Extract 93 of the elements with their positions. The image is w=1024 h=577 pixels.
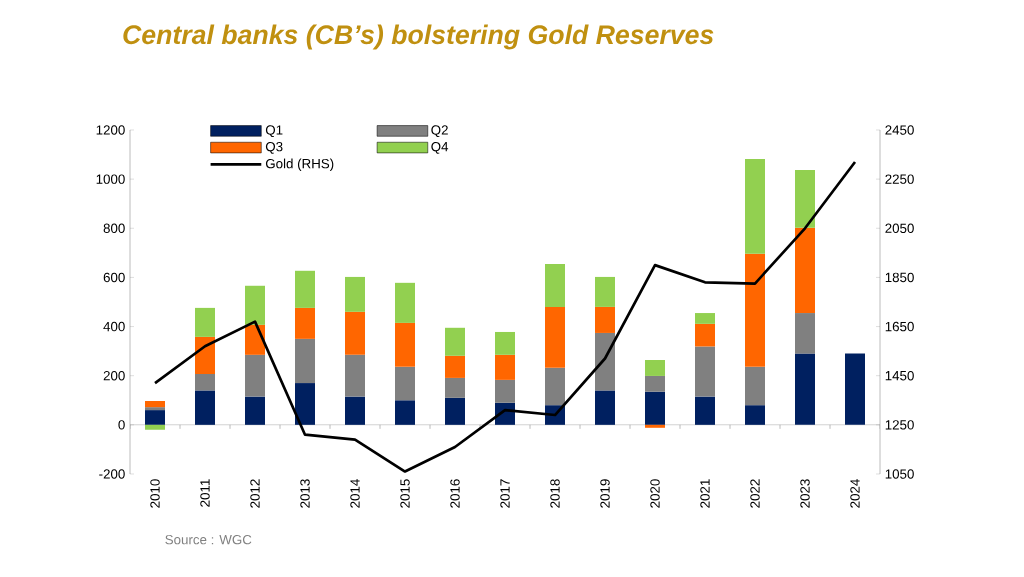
bar: [495, 354, 516, 380]
bar: [345, 396, 366, 425]
bar: [245, 396, 266, 425]
x-tick-label: 2010: [150, 479, 160, 508]
y-tick-label: 200: [103, 370, 125, 381]
legend-label: Q2: [431, 125, 448, 138]
y-tick-label: 1000: [96, 174, 125, 184]
legend-label: Q3: [265, 141, 283, 154]
bar: [695, 323, 716, 347]
bar: [395, 400, 416, 425]
bar: [545, 367, 566, 406]
x-tick-label: 2012: [250, 479, 260, 508]
x-tick-label: 2022: [750, 479, 760, 508]
y-tick-label: 400: [103, 321, 125, 332]
bar: [645, 391, 665, 425]
bar: [295, 270, 316, 308]
bar: [695, 313, 716, 324]
legend-label: Gold (RHS): [265, 158, 334, 171]
y-tick-label: -200: [99, 469, 125, 479]
bar: [245, 354, 266, 397]
x-tick-label: 2017: [500, 479, 510, 508]
bar: [795, 170, 815, 228]
y2-tick-label: 1250: [885, 420, 914, 430]
y2-tick-label: 1650: [885, 321, 914, 332]
y2-tick-label: 2450: [885, 125, 914, 135]
bar: [345, 276, 366, 312]
bar: [295, 338, 316, 384]
bar: [295, 307, 316, 339]
source-note: Source : WGC: [165, 534, 252, 545]
bar: [445, 327, 465, 356]
bar: [195, 390, 216, 425]
bar: [595, 390, 615, 425]
bar: [795, 227, 815, 314]
bar: [445, 377, 465, 398]
bar: [495, 379, 516, 403]
bar: [545, 306, 566, 368]
bar: [195, 373, 216, 391]
bar: [645, 375, 665, 392]
bar: [195, 307, 216, 337]
y-tick-label: 600: [103, 272, 125, 283]
x-tick-label: 2015: [400, 479, 410, 508]
x-tick-label: 2014: [350, 479, 360, 508]
bar: [795, 353, 815, 425]
y-tick-label: 0: [118, 420, 125, 430]
bar: [445, 355, 465, 378]
bar: [345, 311, 366, 355]
bar: [395, 366, 416, 401]
line-series: [153, 160, 857, 473]
bar: [745, 158, 765, 254]
x-tick-label: 2020: [650, 479, 660, 508]
bar: [145, 407, 166, 411]
x-tick-label: 2024: [850, 479, 860, 508]
bar: [445, 397, 465, 425]
bar: [145, 401, 166, 408]
y2-tick-label: 1450: [885, 370, 914, 381]
bar: [795, 313, 815, 354]
bar: [745, 366, 765, 406]
bar: [145, 424, 166, 430]
bar: [295, 383, 316, 425]
bar: [595, 332, 615, 391]
legend-label: Q4: [431, 141, 449, 154]
bar: [245, 285, 266, 325]
bar: [595, 276, 615, 307]
bar: [145, 410, 166, 425]
bar: [745, 253, 765, 367]
y-tick-label: 800: [103, 223, 125, 233]
x-tick-label: 2023: [800, 479, 810, 508]
bar: [495, 331, 516, 355]
bar: [195, 336, 216, 374]
y2-tick-label: 2250: [885, 174, 914, 184]
bar: [645, 359, 665, 376]
bar: [545, 263, 566, 307]
bar: [345, 354, 366, 397]
bar: [395, 322, 416, 367]
bar: [745, 405, 765, 425]
y-tick-label: 1200: [96, 125, 125, 135]
y2-tick-label: 1850: [885, 272, 914, 283]
x-tick-label: 2011: [200, 479, 210, 507]
x-tick-label: 2018: [550, 479, 560, 508]
bar: [645, 424, 665, 428]
legend-label: Q1: [265, 125, 283, 138]
x-tick-label: 2016: [450, 479, 460, 508]
chart-title: Central banks (CB’s) bolstering Gold Reserves: [123, 24, 714, 50]
x-tick-label: 2013: [300, 479, 310, 508]
bar: [695, 346, 716, 397]
y2-tick-label: 2050: [885, 223, 914, 233]
x-tick-label: 2021: [700, 479, 710, 508]
y2-tick-label: 1050: [885, 469, 914, 479]
bar: [845, 353, 865, 425]
bar: [395, 282, 416, 323]
x-tick-label: 2019: [600, 479, 610, 508]
bar: [695, 396, 716, 425]
bar: [595, 306, 615, 333]
